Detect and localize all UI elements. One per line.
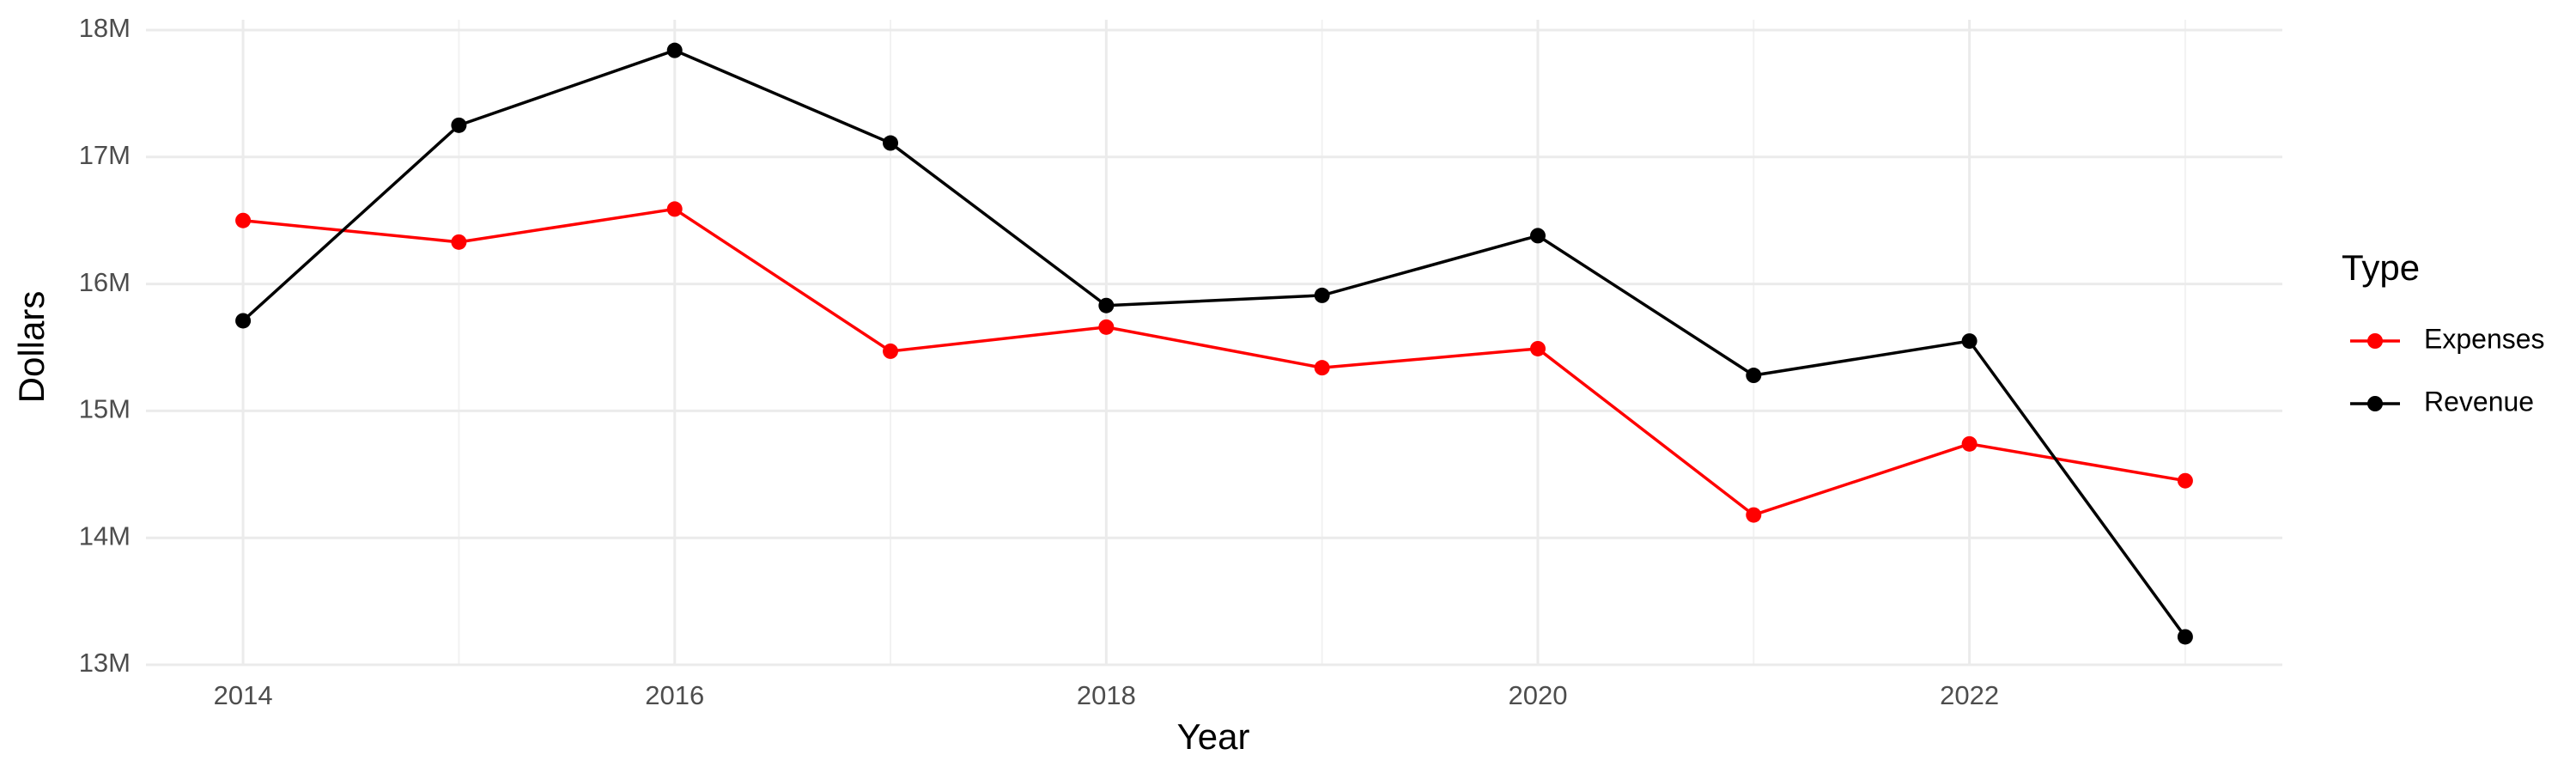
- y-tick-label: 16M: [79, 267, 131, 297]
- y-tick-label: 13M: [79, 648, 131, 678]
- data-point: [2177, 472, 2193, 489]
- x-tick-label: 2014: [214, 680, 273, 710]
- data-point: [2177, 629, 2193, 645]
- data-point: [883, 135, 899, 151]
- x-tick-label: 2020: [1508, 680, 1567, 710]
- data-point: [451, 117, 467, 133]
- data-point: [1314, 287, 1330, 303]
- data-point: [1098, 297, 1115, 313]
- data-point: [666, 42, 683, 58]
- data-point: [451, 234, 467, 250]
- x-tick-label: 2018: [1077, 680, 1136, 710]
- y-tick-label: 18M: [79, 13, 131, 43]
- grid: 13M 14M 15M 16M 17M 18M 2014 2016 2018 2020 2022: [79, 13, 2282, 710]
- y-axis-title: Dollars: [11, 291, 52, 404]
- data-point: [883, 343, 899, 359]
- y-tick-label: 17M: [79, 140, 131, 170]
- series-line: [242, 207, 2186, 517]
- data-point: [1529, 340, 1546, 356]
- data-point: [1961, 435, 1978, 452]
- data-point: [666, 201, 683, 217]
- data-point: [1746, 368, 1762, 384]
- data-point: [1961, 333, 1978, 350]
- data-point: [235, 212, 252, 228]
- legend-label: Revenue: [2424, 386, 2534, 417]
- y-tick-label: 15M: [79, 394, 131, 424]
- data-point: [1098, 319, 1115, 335]
- legend-label: Expenses: [2424, 323, 2545, 354]
- data-point: [1746, 507, 1762, 523]
- data-point: [1529, 228, 1546, 244]
- data-point: [235, 313, 252, 329]
- legend: Type Expenses Revenue: [2342, 247, 2545, 417]
- data-point: [1314, 360, 1330, 376]
- x-axis-title: Year: [1177, 716, 1250, 757]
- x-tick-label: 2016: [645, 680, 704, 710]
- series-line: [241, 48, 2187, 638]
- x-tick-label: 2022: [1940, 680, 1999, 710]
- y-tick-label: 14M: [79, 520, 131, 551]
- legend-title: Type: [2342, 247, 2420, 288]
- legend-key-point: [2367, 333, 2383, 349]
- legend-key-point: [2367, 396, 2383, 411]
- plot: [235, 42, 2193, 645]
